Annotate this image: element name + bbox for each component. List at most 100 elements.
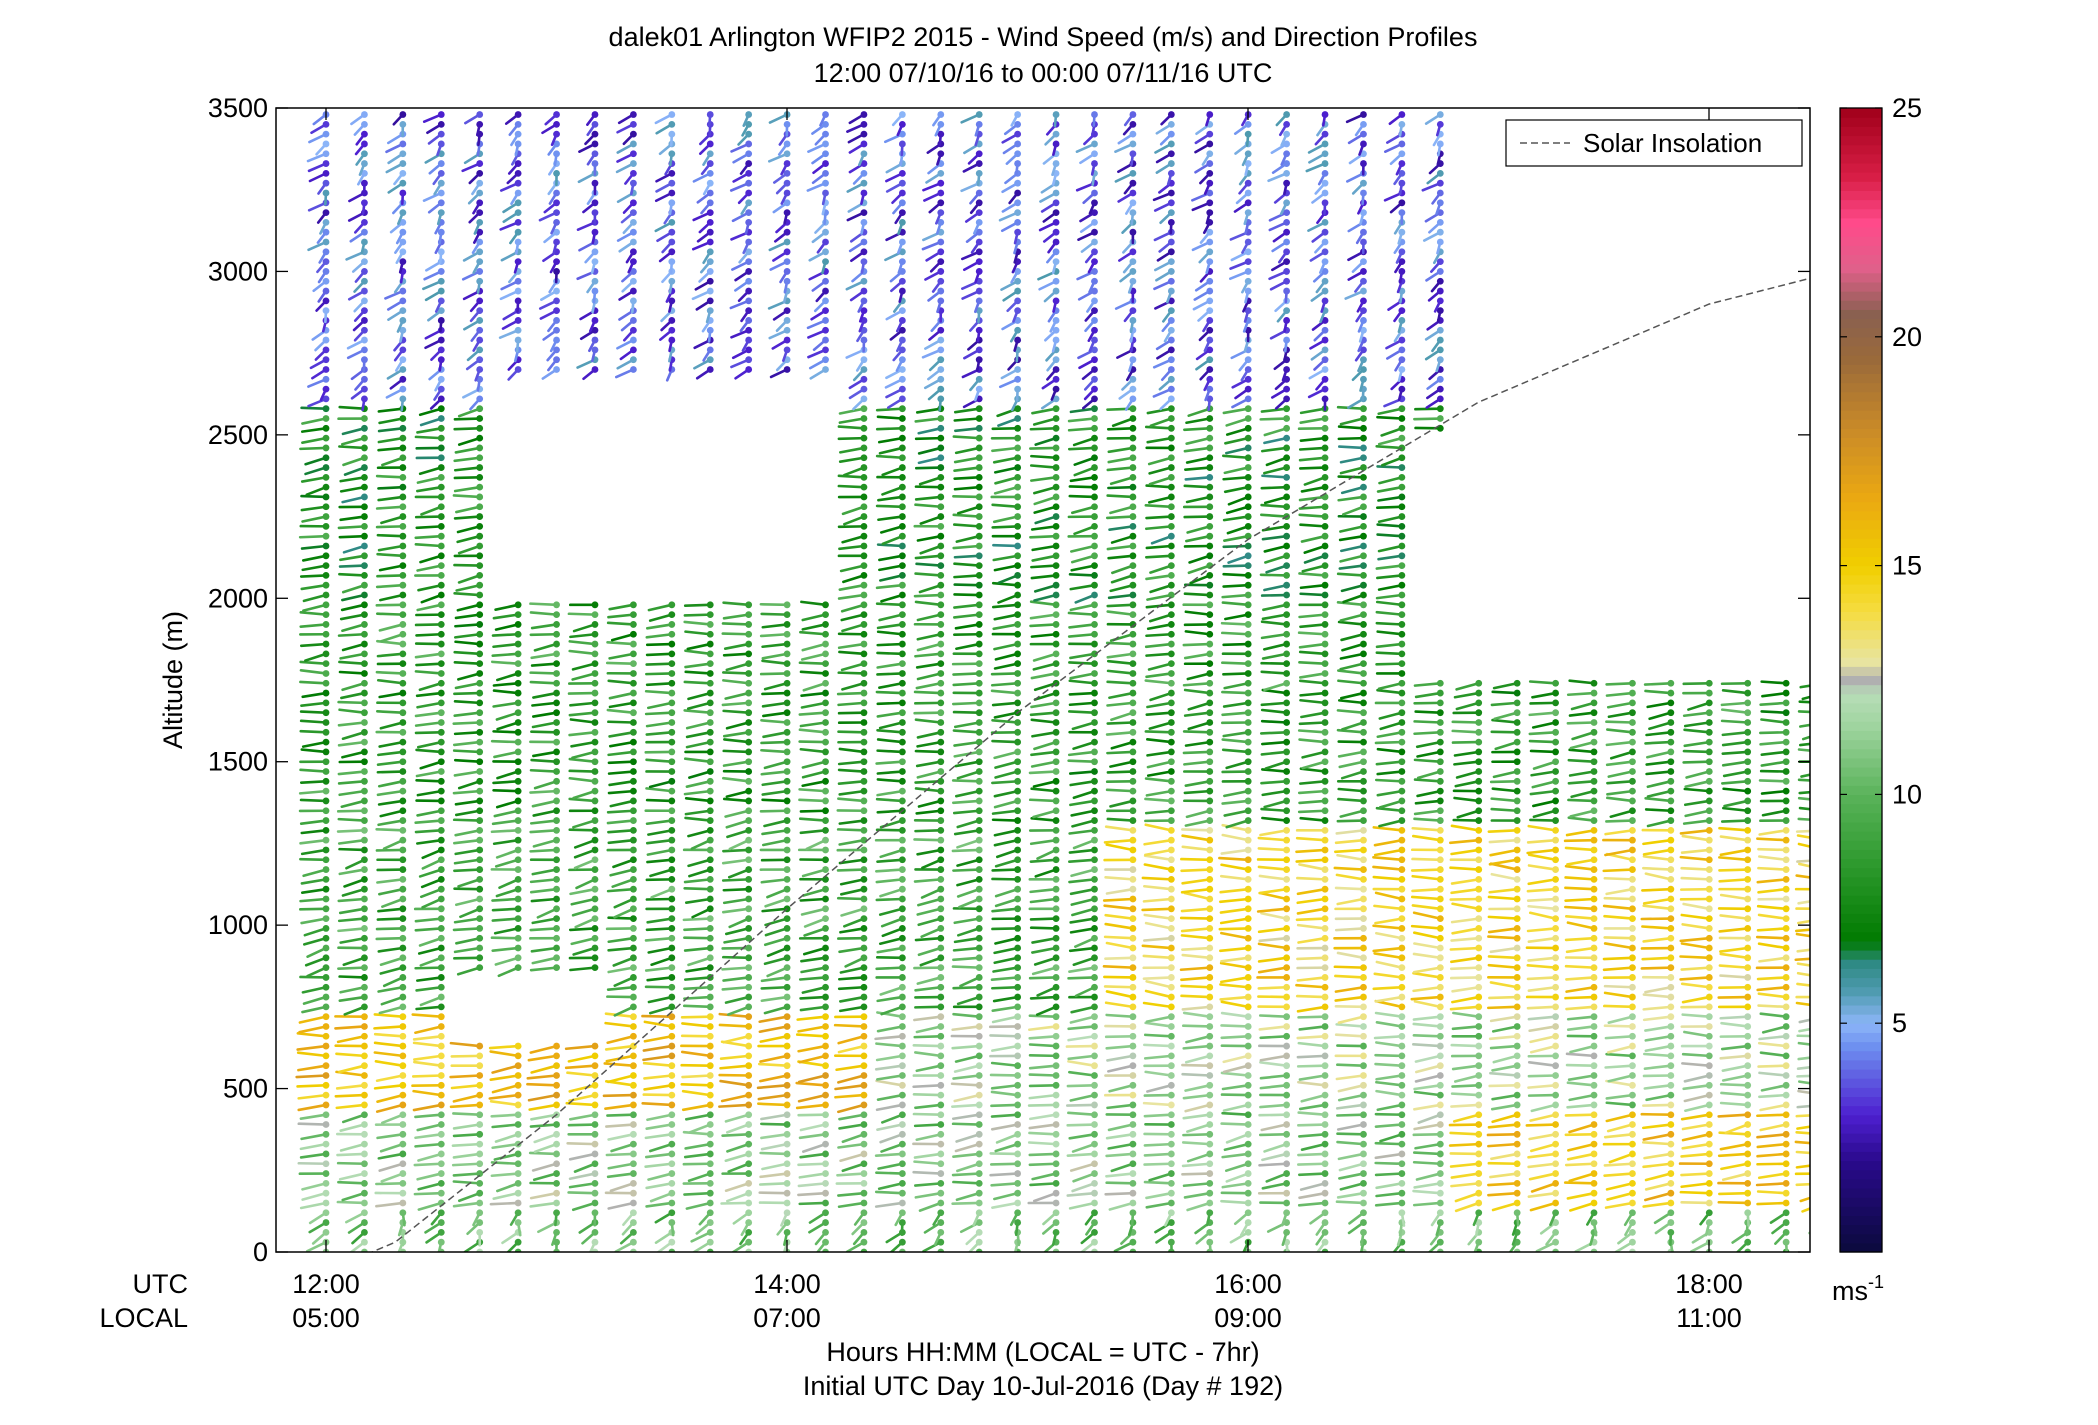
wind-barb-dot [975,679,983,687]
wind-barb-dot [1014,415,1022,422]
wind-barb-dot [399,493,407,501]
wind-barb-dot [476,248,484,256]
wind-barb [837,642,866,650]
wind-barb [683,887,712,891]
wind-barb-dot [783,1179,791,1187]
wind-barb [955,534,981,543]
wind-barb [1145,515,1173,520]
wind-barb [516,1250,520,1252]
wind-barb-dot [476,493,484,501]
wind-barb-dot [476,797,484,805]
wind-barb-dot [1167,434,1175,442]
wind-barb [1074,936,1096,948]
wind-barb-dot [1167,1013,1175,1021]
wind-barb [491,1064,520,1074]
wind-barb-dot [591,258,599,266]
wind-barb-dot [1167,199,1175,207]
wind-barb-dot [860,542,868,550]
wind-barb [952,544,981,550]
wind-barb [1031,407,1058,415]
wind-barb-dot [629,1140,637,1148]
wind-barb-dot [591,787,599,795]
wind-barb [375,827,405,832]
wind-barb-dot [822,993,829,1001]
wind-barb-dot [629,670,637,677]
wind-barb [450,1084,481,1090]
wind-barb-dot [860,1013,868,1021]
wind-barb [1072,838,1096,850]
wind-barb-dot [629,640,637,648]
wind-barb-dot [1129,1042,1137,1050]
wind-barb-dot [629,1013,637,1021]
wind-barb [379,632,405,643]
wind-barb [1065,1103,1096,1107]
wind-barb [878,681,904,689]
wind-barb [489,1201,520,1206]
wind-barb-dot [514,120,522,128]
wind-barb-dot [476,336,484,344]
wind-barb-dot [898,1081,906,1089]
wind-barb-dot [745,826,753,834]
wind-barb-dot [1129,483,1137,491]
wind-barb-dot [322,944,330,952]
wind-barb-dot [1052,885,1060,893]
wind-barb [420,505,443,516]
wind-barb [301,1182,328,1191]
wind-barb-dot [514,699,522,707]
wind-barb [687,858,712,868]
wind-barb [452,749,481,754]
wind-barb-dot [514,826,522,834]
wind-barb-dot [745,258,753,266]
wind-barb [495,848,520,859]
wind-barb-dot [860,1081,868,1089]
wind-barb-dot [822,140,829,148]
wind-barb [1169,1250,1173,1252]
wind-barb-dot [745,974,753,981]
wind-barb [876,995,904,1003]
wind-barb-dot [783,738,791,746]
wind-barb-dot [898,1209,906,1217]
wind-barb-dot [898,542,906,550]
wind-barb-dot [860,1111,868,1119]
wind-barb-dot [860,630,868,638]
wind-barb-dot [437,925,445,932]
wind-barb-dot [1129,464,1137,471]
wind-barb [877,515,904,522]
wind-barb-dot [553,807,560,815]
wind-barb [529,927,558,932]
wind-barb-dot [937,268,945,275]
wind-barb [876,543,904,548]
wind-barb [645,897,674,901]
wind-barb-dot [668,758,676,766]
wind-barb-dot [1052,836,1060,844]
wind-barb-dot [706,630,714,638]
wind-barb [915,1133,943,1142]
wind-barb [606,985,635,991]
wind-barb [952,681,981,687]
wind-barb-dot [898,728,906,736]
wind-barb-dot [437,1042,445,1050]
wind-barb-dot [514,601,522,609]
wind-barb [798,817,827,822]
wind-barb-dot [745,728,753,736]
wind-barb-dot [937,925,945,932]
wind-barb-dot [476,307,484,315]
wind-barb-dot [437,336,445,344]
wind-barb-dot [476,944,484,952]
wind-barb-dot [1167,1199,1175,1207]
wind-barb [413,1054,443,1061]
wind-barb [722,613,750,620]
wind-barb-dot [553,797,560,805]
wind-barb [1069,1093,1096,1102]
wind-barb-dot [1167,925,1175,932]
wind-barb [843,917,866,928]
wind-barb-dot [898,660,906,668]
wind-barb-dot [1206,1052,1214,1060]
wind-barb [603,1062,635,1067]
wind-barb-dot [937,944,945,952]
wind-barb-dot [1129,748,1137,756]
wind-barb-dot [476,268,484,275]
wind-barb-dot [822,1023,829,1030]
wind-barb [875,1042,904,1048]
wind-barb-dot [898,395,906,403]
